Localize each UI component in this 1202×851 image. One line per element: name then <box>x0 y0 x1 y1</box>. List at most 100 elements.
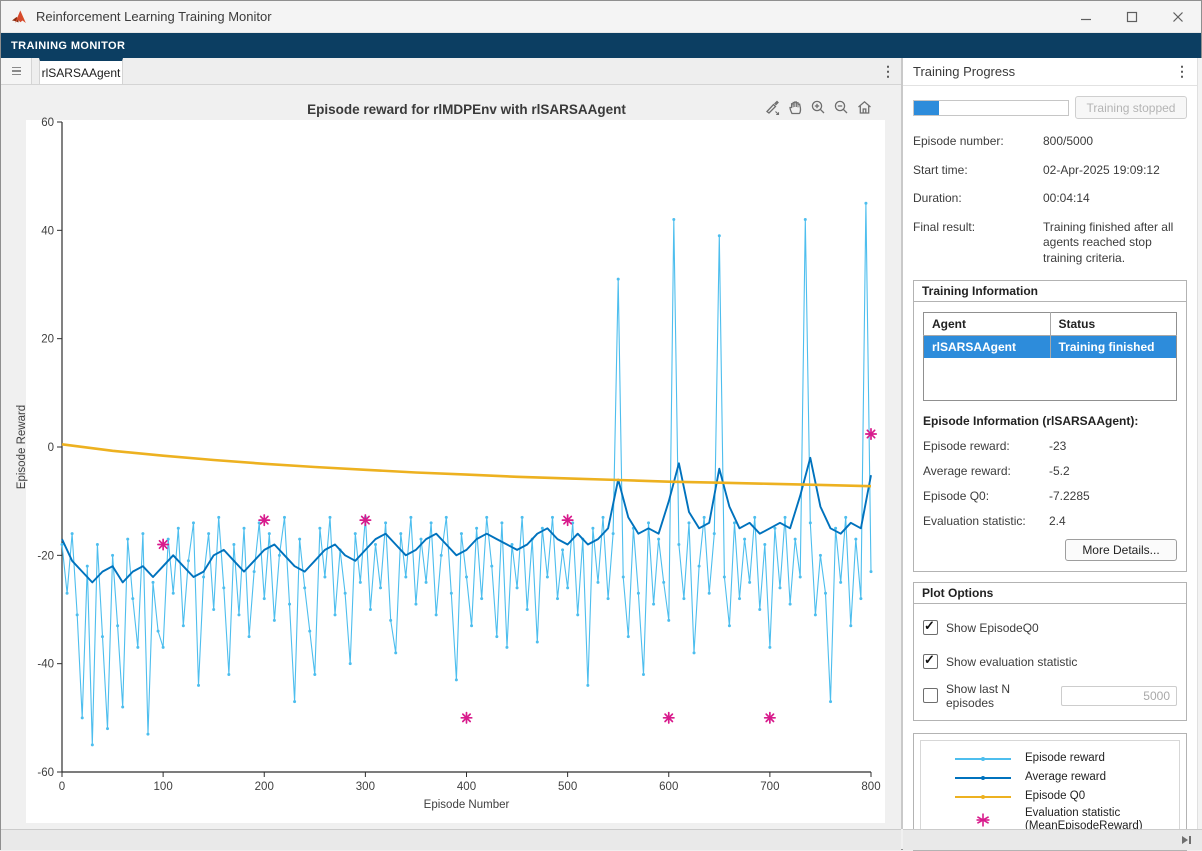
plot-option-row: Show EpisodeQ0 <box>923 618 1177 638</box>
svg-text:600: 600 <box>659 781 678 793</box>
panel-menu-button[interactable]: ⋮ <box>1175 63 1189 80</box>
legend-item: Average reward <box>927 769 1173 788</box>
checkbox-label: Show EpisodeQ0 <box>946 621 1039 635</box>
svg-text:300: 300 <box>356 781 375 793</box>
panel-header: Training Progress ⋮ <box>903 58 1197 86</box>
svg-text:-20: -20 <box>37 550 54 562</box>
maximize-button[interactable] <box>1109 1 1155 32</box>
svg-text:-60: -60 <box>37 767 54 779</box>
app-window: Reinforcement Learning Training Monitor … <box>0 0 1202 850</box>
tab-rlsarsaagent[interactable]: rlSARSAAgent <box>39 58 123 84</box>
info-row: Duration:00:04:14 <box>913 191 1187 207</box>
svg-text:0: 0 <box>59 781 65 793</box>
svg-text:60: 60 <box>41 117 54 129</box>
minimize-icon <box>1080 11 1092 23</box>
plot-option-row: Show last N episodes <box>923 686 1177 706</box>
info-label: Episode reward: <box>923 439 1049 453</box>
info-value: -23 <box>1049 439 1066 453</box>
info-value: -5.2 <box>1049 464 1070 478</box>
skip-end-icon <box>1179 833 1193 847</box>
close-button[interactable] <box>1155 1 1201 32</box>
info-label: Evaluation statistic: <box>923 514 1049 528</box>
minimize-button[interactable] <box>1063 1 1109 32</box>
checkbox[interactable] <box>923 688 938 703</box>
svg-text:200: 200 <box>255 781 274 793</box>
episode-information-title: Episode Information (rlSARSAAgent): <box>923 414 1177 428</box>
legend-label: Episode Q0 <box>1025 790 1085 804</box>
figure-panel: Episode reward for rlMDPEnv with rlSARSA… <box>9 85 900 829</box>
checkbox[interactable] <box>923 620 938 635</box>
info-row: Episode number:800/5000 <box>913 134 1187 150</box>
svg-text:Episode Number: Episode Number <box>424 799 510 811</box>
info-label: Episode number: <box>913 134 1043 150</box>
training-plot[interactable]: -60-40-200204060010020030040050060070080… <box>9 85 900 829</box>
svg-text:20: 20 <box>41 334 54 346</box>
legend-label: Episode reward <box>1025 752 1105 766</box>
toolstrip: TRAINING MONITOR <box>1 33 1201 58</box>
more-details-button[interactable]: More Details... <box>1065 539 1177 561</box>
tabstrip-menu-button[interactable]: ⋮ <box>875 58 901 84</box>
svg-text:0: 0 <box>48 442 54 454</box>
training-information-group: Training Information Agent Status rlSARS… <box>913 280 1187 572</box>
title-bar: Reinforcement Learning Training Monitor <box>1 1 1201 33</box>
plot-options-title: Plot Options <box>914 583 1186 604</box>
list-icon <box>12 67 21 69</box>
line-marker-icon <box>955 758 1011 760</box>
info-row: Average reward:-5.2 <box>923 464 1177 478</box>
window-controls <box>1063 1 1201 32</box>
maximize-icon <box>1126 11 1138 23</box>
info-label: Start time: <box>913 163 1043 179</box>
close-icon <box>1172 11 1184 23</box>
info-value: 00:04:14 <box>1043 191 1187 207</box>
info-row: Episode reward:-23 <box>923 439 1177 453</box>
toolstrip-tab-training-monitor[interactable]: TRAINING MONITOR <box>11 40 125 52</box>
panel-title: Training Progress <box>913 64 1015 79</box>
info-row: Final result:Training finished after all… <box>913 220 1187 267</box>
info-value: -7.2285 <box>1049 489 1090 503</box>
agents-table-header-agent: Agent <box>924 312 1051 335</box>
bottom-strip-main <box>1 829 901 850</box>
line-marker-icon <box>955 796 1011 798</box>
line-marker-icon <box>955 777 1011 779</box>
info-row: Evaluation statistic:2.4 <box>923 514 1177 528</box>
document-list-button[interactable] <box>1 58 32 84</box>
legend-item: Episode reward <box>927 750 1173 769</box>
info-value: 02-Apr-2025 19:09:12 <box>1043 163 1187 179</box>
agents-table-header-status: Status <box>1050 312 1177 335</box>
info-row: Episode Q0:-7.2285 <box>923 489 1177 503</box>
svg-text:100: 100 <box>154 781 173 793</box>
last-n-episodes-input[interactable] <box>1061 686 1177 706</box>
legend-label: Average reward <box>1025 771 1106 785</box>
svg-text:400: 400 <box>457 781 476 793</box>
info-value: 800/5000 <box>1043 134 1187 150</box>
checkbox[interactable] <box>923 654 938 669</box>
agent-name-cell: rlSARSAAgent <box>924 335 1051 358</box>
info-value: 2.4 <box>1049 514 1066 528</box>
training-stopped-button[interactable]: Training stopped <box>1075 96 1187 119</box>
agent-table-row[interactable]: rlSARSAAgentTraining finished <box>924 335 1177 358</box>
info-row: Start time:02-Apr-2025 19:09:12 <box>913 163 1187 179</box>
svg-text:800: 800 <box>861 781 880 793</box>
progress-info-rows: Episode number:800/5000Start time:02-Apr… <box>913 134 1187 267</box>
skip-to-end-button[interactable] <box>1179 833 1193 847</box>
training-progress-panel: Training Progress ⋮ Training stopped Epi… <box>903 58 1197 829</box>
legend-item: Episode Q0 <box>927 788 1173 807</box>
info-label: Duration: <box>913 191 1043 207</box>
svg-text:500: 500 <box>558 781 577 793</box>
asterisk-marker-icon <box>955 812 1011 828</box>
bottom-strip-right <box>903 829 1202 850</box>
info-label: Average reward: <box>923 464 1049 478</box>
svg-text:-40: -40 <box>37 659 54 671</box>
checkbox-label: Show last N episodes <box>946 682 1061 710</box>
svg-text:40: 40 <box>41 225 54 237</box>
episode-stats: Episode reward:-23Average reward:-5.2Epi… <box>923 439 1177 528</box>
agent-table-empty-row <box>924 358 1177 401</box>
matlab-logo-icon <box>11 9 28 25</box>
agent-status-cell: Training finished <box>1050 335 1177 358</box>
info-label: Final result: <box>913 220 1043 267</box>
svg-text:700: 700 <box>760 781 779 793</box>
training-information-title: Training Information <box>914 281 1186 302</box>
document-tabstrip: rlSARSAAgent ⋮ <box>1 58 901 85</box>
info-label: Episode Q0: <box>923 489 1049 503</box>
right-scrollbar-gutter[interactable] <box>1197 58 1202 829</box>
